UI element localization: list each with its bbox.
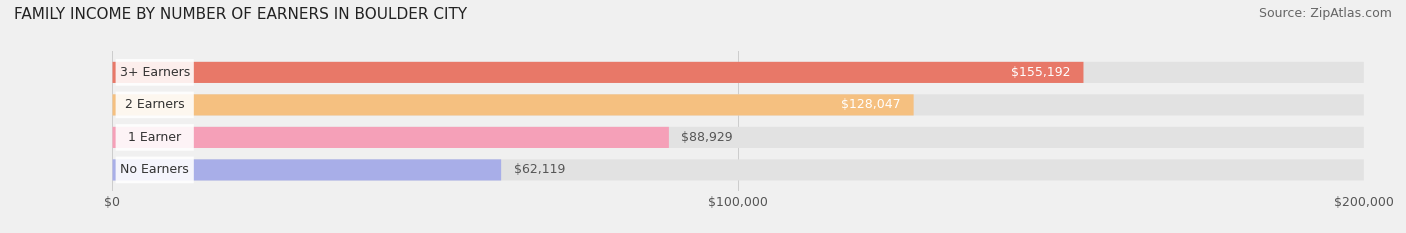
FancyBboxPatch shape (112, 127, 1364, 148)
Text: 3+ Earners: 3+ Earners (120, 66, 190, 79)
Text: $155,192: $155,192 (1011, 66, 1071, 79)
FancyBboxPatch shape (112, 159, 1364, 181)
FancyBboxPatch shape (115, 92, 194, 118)
Text: $88,929: $88,929 (682, 131, 733, 144)
FancyBboxPatch shape (112, 127, 669, 148)
FancyBboxPatch shape (115, 59, 194, 86)
FancyBboxPatch shape (115, 157, 194, 183)
FancyBboxPatch shape (112, 94, 914, 116)
FancyBboxPatch shape (115, 124, 194, 151)
Text: Source: ZipAtlas.com: Source: ZipAtlas.com (1258, 7, 1392, 20)
Text: $128,047: $128,047 (842, 98, 901, 111)
Text: $62,119: $62,119 (513, 163, 565, 176)
Text: No Earners: No Earners (121, 163, 188, 176)
FancyBboxPatch shape (112, 159, 501, 181)
Text: 1 Earner: 1 Earner (128, 131, 181, 144)
FancyBboxPatch shape (112, 94, 1364, 116)
Text: 2 Earners: 2 Earners (125, 98, 184, 111)
FancyBboxPatch shape (112, 62, 1364, 83)
FancyBboxPatch shape (112, 62, 1084, 83)
Text: FAMILY INCOME BY NUMBER OF EARNERS IN BOULDER CITY: FAMILY INCOME BY NUMBER OF EARNERS IN BO… (14, 7, 467, 22)
